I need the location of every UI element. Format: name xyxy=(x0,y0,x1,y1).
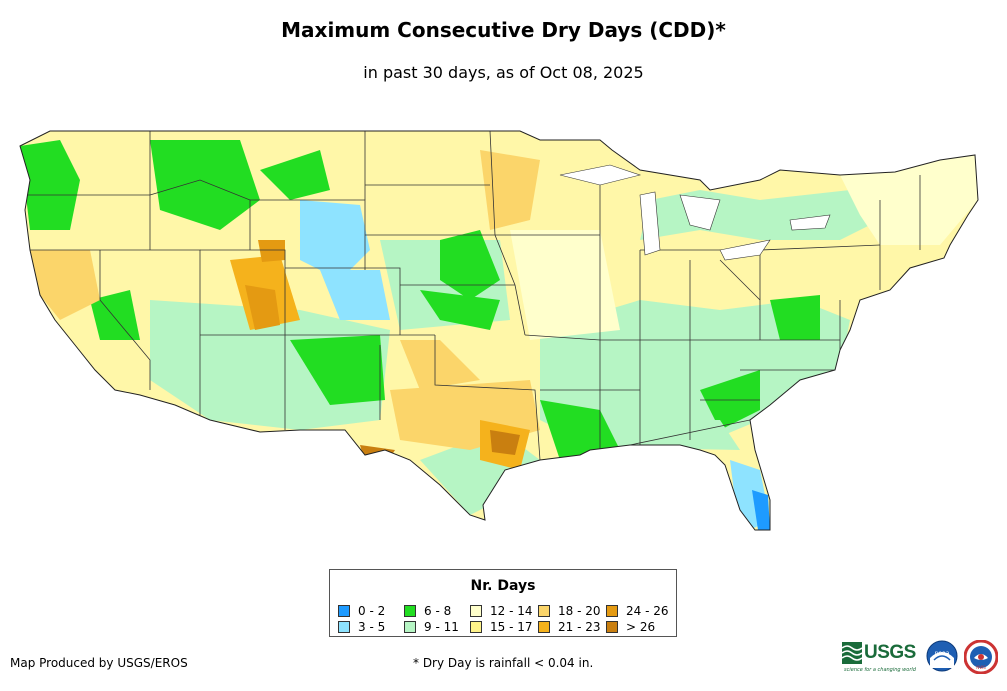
region-6-8-new-mexico xyxy=(290,335,385,405)
agency-logos: USGS science for a changing world noaa N… xyxy=(842,638,1002,678)
legend-item: 6 - 8 xyxy=(404,603,470,619)
legend-label: 15 - 17 xyxy=(490,620,533,634)
legend-item: 9 - 11 xyxy=(404,619,470,635)
region-12-14-midwest xyxy=(510,230,620,340)
region-24-26-colorado xyxy=(258,240,285,262)
region-18-20-california xyxy=(30,250,100,320)
legend-swatch xyxy=(338,621,350,633)
legend-label: 18 - 20 xyxy=(558,604,601,618)
lake-huron xyxy=(679,194,721,231)
region-6-8-pacific-northwest xyxy=(20,140,80,230)
noaa-logo: noaa xyxy=(926,640,958,672)
legend-item: 12 - 14 xyxy=(470,603,538,619)
usgs-logo: USGS xyxy=(842,642,916,664)
legend-swatch xyxy=(538,621,550,633)
nws-logo-text: NWS xyxy=(976,665,986,670)
legend-label: 21 - 23 xyxy=(558,620,601,634)
region-3-5-wyoming xyxy=(300,200,370,280)
legend-item: 18 - 20 xyxy=(538,603,606,619)
legend-swatch xyxy=(404,605,416,617)
map-title: Maximum Consecutive Dry Days (CDD)* xyxy=(281,18,726,42)
region-3-5-colorado xyxy=(320,270,390,320)
legend-item: 15 - 17 xyxy=(470,619,538,635)
usgs-logo-text: USGS xyxy=(864,642,916,663)
lake-ontario xyxy=(789,214,831,231)
legend-label: 24 - 26 xyxy=(626,604,669,618)
legend-item: 3 - 5 xyxy=(338,619,404,635)
credit-text: Map Produced by USGS/EROS xyxy=(10,656,188,670)
region-9-11-east xyxy=(540,300,850,450)
legend-item: 0 - 2 xyxy=(338,603,404,619)
usgs-tagline: science for a changing world xyxy=(844,667,916,673)
legend-label: 6 - 8 xyxy=(424,604,452,618)
dry-day-note: * Dry Day is rainfall < 0.04 in. xyxy=(413,656,594,670)
lake-michigan xyxy=(639,191,661,256)
lake-erie xyxy=(719,239,771,261)
legend-swatch xyxy=(470,621,482,633)
legend-label: 3 - 5 xyxy=(358,620,386,634)
region-18-20-dakotas xyxy=(480,150,540,230)
region-6-8-idaho-montana xyxy=(150,140,260,230)
legend-item: > 26 xyxy=(606,619,672,635)
noaa-logo-text: noaa xyxy=(935,650,950,657)
legend-grid: 0 - 2 3 - 5 6 - 8 9 - 11 12 - 14 15 - 17… xyxy=(338,603,672,635)
region-18-20-oklahoma xyxy=(400,340,480,390)
region-6-8-virginia xyxy=(770,295,820,340)
legend-label: 0 - 2 xyxy=(358,604,386,618)
conus-outline xyxy=(19,130,979,531)
region-6-8-nebraska-kansas xyxy=(440,230,500,300)
region-24-26-utah xyxy=(245,285,280,330)
legend-label: 9 - 11 xyxy=(424,620,459,634)
region-6-8-montana-east xyxy=(260,150,330,200)
legend-swatch xyxy=(606,621,618,633)
nws-logo: NWS xyxy=(964,640,998,674)
legend-item: 24 - 26 xyxy=(606,603,672,619)
lake-superior xyxy=(559,164,642,186)
region-6-8-kansas xyxy=(420,290,500,330)
map-subtitle: in past 30 days, as of Oct 08, 2025 xyxy=(363,63,644,82)
usgs-wave-icon xyxy=(842,642,862,664)
legend-swatch xyxy=(338,605,350,617)
legend-label: 12 - 14 xyxy=(490,604,533,618)
legend-swatch xyxy=(470,605,482,617)
region-0-2-florida xyxy=(752,490,770,530)
region-over-26-texas-central xyxy=(490,430,520,455)
legend-swatch xyxy=(538,605,550,617)
legend-title: Nr. Days xyxy=(470,578,536,594)
region-12-14-northeast xyxy=(840,155,978,245)
legend-swatch xyxy=(404,621,416,633)
legend-item: 21 - 23 xyxy=(538,619,606,635)
legend: Nr. Days 0 - 2 3 - 5 6 - 8 9 - 11 12 - 1… xyxy=(329,569,677,637)
legend-swatch xyxy=(606,605,618,617)
legend-label: > 26 xyxy=(626,620,656,634)
